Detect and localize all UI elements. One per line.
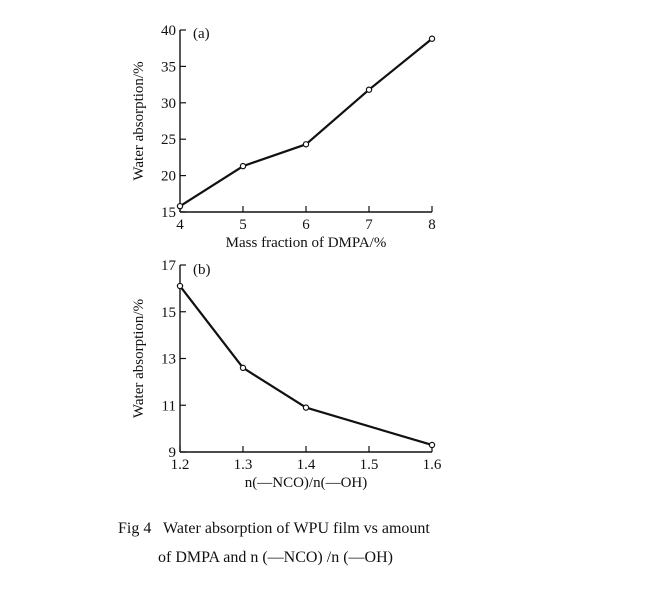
- figure-caption-line-1: Fig 4 Water absorption of WPU film vs am…: [118, 520, 430, 537]
- panel-b-series-line: [179, 285, 433, 447]
- panel-a-y-tick-label: 40: [161, 23, 176, 39]
- panel-a-x-tick-label: 4: [176, 217, 184, 233]
- panel-a-data-point: [302, 141, 310, 148]
- panel-b-x-axis-label: n(—NCO)/n(—OH): [245, 475, 367, 491]
- panel-b-y-tick-label: 13: [161, 352, 176, 368]
- panel-b-data-point: [239, 364, 247, 372]
- panel-b-x-tick-label: 1.2: [171, 457, 190, 473]
- panel-b-y-axis-label: Water absorption/%: [131, 299, 147, 418]
- panel-a-data-point: [239, 162, 247, 170]
- panel-a-y-tick-label: 15: [161, 205, 176, 221]
- panel-a-x-tick-label: 8: [428, 217, 436, 233]
- panel-a-y-tick-label: 20: [161, 169, 176, 185]
- panel-a-data-point: [176, 202, 184, 210]
- panel-a-y-axis-label: Water absorption/%: [131, 61, 147, 180]
- panel-a-y-tick-label: 35: [161, 59, 176, 75]
- panel-b-x-tick-label: 1.4: [297, 457, 316, 473]
- panel-a-x-axis-label: Mass fraction of DMPA/%: [226, 235, 387, 251]
- panel-a-series-line: [179, 37, 433, 208]
- panel-b-y-tick-label: 11: [162, 398, 176, 414]
- panel-a-data-point: [428, 35, 436, 42]
- panel-b-data-point: [176, 282, 184, 290]
- panel-a-y-tick-label: 30: [161, 96, 176, 112]
- panel-a-label: (a): [193, 26, 210, 42]
- panel-a-y-tick-label: 25: [161, 132, 176, 148]
- panel-b-x-tick-label: 1.6: [423, 457, 442, 473]
- panel-b-data-point: [428, 441, 436, 449]
- panel-b-y-tick-label: 9: [169, 445, 177, 461]
- figure-caption-line-2: of DMPA and n (—NCO) /n (—OH): [158, 549, 393, 566]
- panel-b-data-point: [302, 404, 310, 411]
- panel-b-y-tick-label: 15: [161, 305, 176, 321]
- panel-a-x-tick-label: 5: [239, 217, 247, 233]
- panel-b-label: (b): [193, 262, 211, 278]
- panel-a-x-tick-label: 6: [302, 217, 310, 233]
- panel-b-x-tick-label: 1.3: [234, 457, 253, 473]
- panel-a-x-tick-label: 7: [365, 217, 373, 233]
- panel-a-data-point: [365, 86, 373, 93]
- panel-b-x-tick-label: 1.5: [360, 457, 379, 473]
- panel-b-y-tick-label: 17: [161, 258, 177, 274]
